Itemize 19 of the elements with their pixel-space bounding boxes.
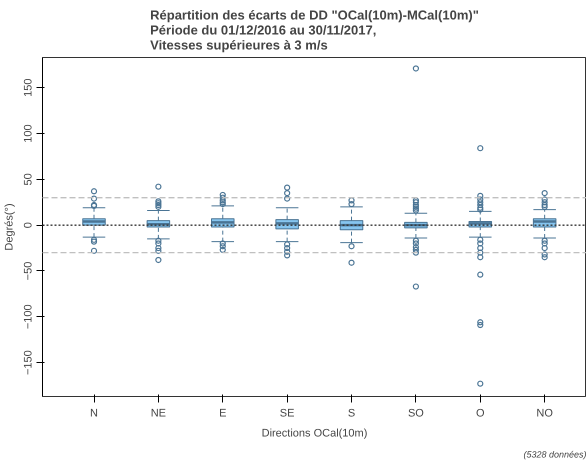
- y-tick-label: 50: [22, 173, 34, 186]
- x-tick-label: NE: [150, 408, 166, 420]
- y-tick-label: −150: [22, 350, 34, 375]
- y-tick-label: −50: [22, 262, 34, 280]
- chart-title: Répartition des écarts de DD "OCal(10m)-MCal(10m)" Période du 01/12/2016 au 30/11/2017, Vitesses supérieures à 3 m/s: [150, 8, 479, 52]
- x-tick-label: S: [348, 408, 356, 420]
- x-tick-label: O: [476, 408, 485, 420]
- text: (5328 données): [523, 450, 586, 460]
- y-tick-label: 150: [22, 78, 34, 97]
- x-axis-title: Directions OCal(10m): [262, 428, 368, 440]
- x-tick-label: NO: [536, 408, 554, 420]
- y-tick-label: 100: [22, 124, 34, 143]
- y-axis-title: Degrés(°): [4, 203, 16, 251]
- x-tick-label: SE: [280, 408, 294, 420]
- x-tick-label: E: [219, 408, 226, 420]
- x-tick-label: SO: [408, 408, 424, 420]
- y-tick-label: −100: [22, 304, 34, 330]
- y-tick-label: 0: [22, 222, 34, 228]
- x-tick-label: N: [90, 408, 98, 420]
